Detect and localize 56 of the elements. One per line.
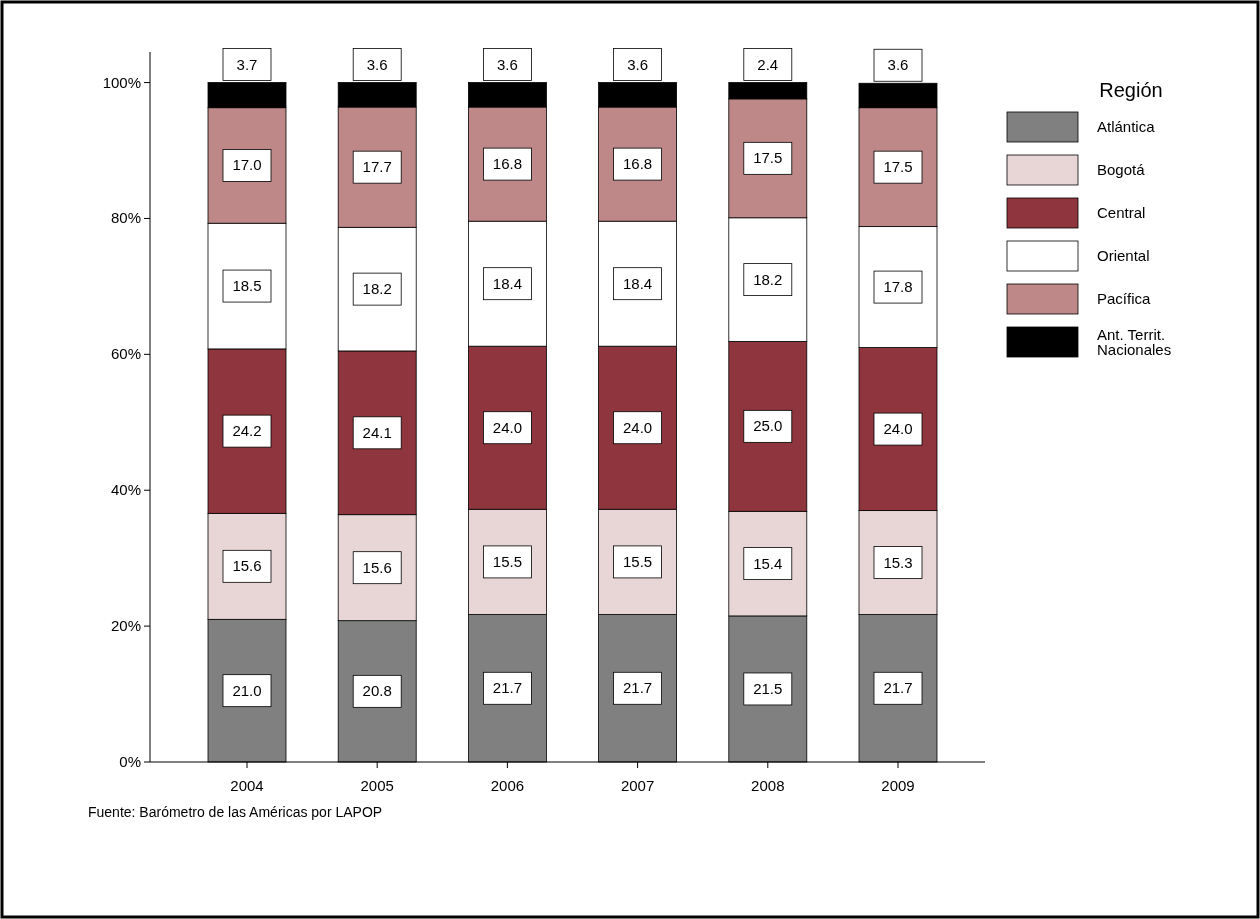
data-label: 3.6 (887, 56, 909, 74)
data-label: 17.5 (883, 158, 913, 176)
data-label: 18.5 (232, 277, 262, 295)
x-tick-label: 2007 (620, 777, 655, 794)
data-label: 15.6 (362, 558, 392, 576)
x-tick-label: 2009 (881, 777, 915, 794)
data-label: 2.4 (757, 55, 779, 73)
data-label: 18.4 (492, 274, 522, 292)
y-tick-label: 60% (110, 345, 141, 363)
data-label: 17.7 (362, 158, 392, 176)
data-label: 15.6 (232, 557, 262, 575)
data-label: 3.6 (496, 55, 518, 73)
y-tick-label: 40% (110, 481, 141, 499)
data-label: 15.5 (623, 552, 653, 570)
data-label: 16.8 (623, 155, 653, 173)
y-tick-label: 80% (110, 209, 141, 227)
x-tick-label: 2006 (490, 777, 525, 794)
legend-title: Región (1099, 79, 1163, 101)
data-label: 20.8 (362, 682, 392, 700)
data-label: 15.4 (753, 554, 783, 572)
legend-label: Pacífica (1097, 290, 1152, 307)
data-label: 17.0 (232, 156, 262, 174)
data-label: 24.0 (883, 420, 913, 438)
data-label: 3.6 (627, 55, 649, 73)
y-tick-label: 20% (110, 617, 141, 635)
legend-label: Atlántica (1097, 118, 1156, 135)
data-label: 18.2 (362, 280, 392, 298)
data-label: 17.5 (753, 149, 783, 167)
data-label: 21.5 (753, 679, 783, 697)
source-note: Fuente: Barómetro de las Américas por LAPOP (88, 804, 383, 820)
x-tick-label: 2005 (360, 777, 394, 794)
legend-label: Central (1097, 204, 1146, 221)
x-tick-label: 2008 (751, 777, 785, 794)
data-label: 21.7 (492, 679, 522, 697)
data-label: 24.2 (232, 422, 262, 440)
y-tick-label: 0% (119, 753, 141, 770)
data-label: 24.0 (492, 418, 522, 436)
legend-label: Ant. Territ. Nacionales (1097, 326, 1172, 358)
data-label: 21.0 (232, 681, 262, 699)
data-label: 16.8 (492, 155, 522, 173)
data-label: 25.0 (753, 417, 783, 435)
legend-label: Bogotá (1097, 161, 1146, 178)
legend-label: Oriental (1097, 247, 1150, 264)
data-label: 24.1 (362, 423, 392, 441)
data-label: 3.6 (366, 55, 388, 73)
data-label: 3.7 (236, 55, 258, 73)
data-label: 15.3 (883, 553, 913, 571)
data-label: 18.2 (753, 270, 783, 288)
x-tick-label: 2004 (230, 777, 264, 794)
data-label: 17.8 (883, 278, 913, 296)
data-label: 15.5 (492, 552, 522, 570)
data-label: 21.7 (883, 679, 913, 697)
data-label: 18.4 (623, 274, 653, 292)
y-tick-label: 100% (102, 73, 141, 91)
data-label: 21.7 (623, 679, 653, 697)
data-label: 24.0 (623, 418, 653, 436)
